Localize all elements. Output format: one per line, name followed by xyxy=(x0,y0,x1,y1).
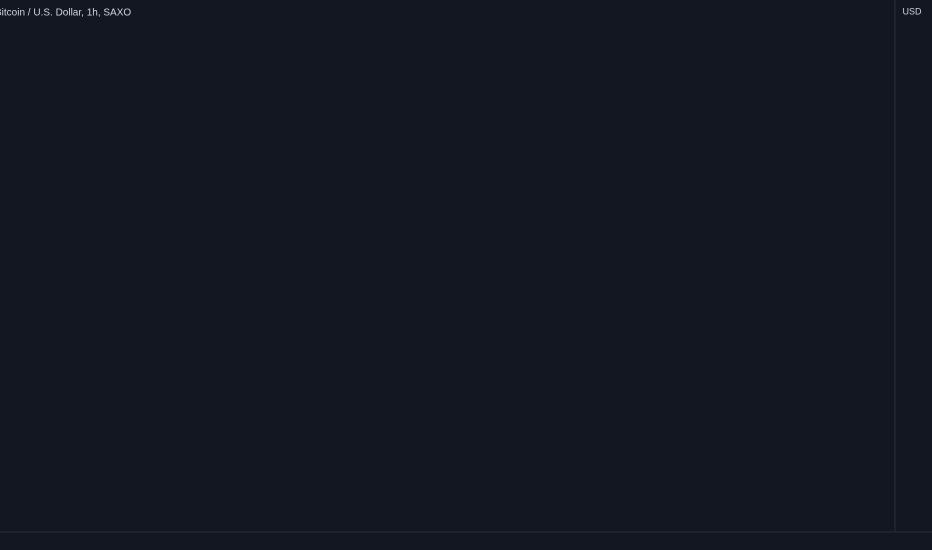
currency-label: USD xyxy=(902,6,922,16)
chart-title: Bitcoin / U.S. Dollar, 1h, SAXO xyxy=(0,8,131,19)
